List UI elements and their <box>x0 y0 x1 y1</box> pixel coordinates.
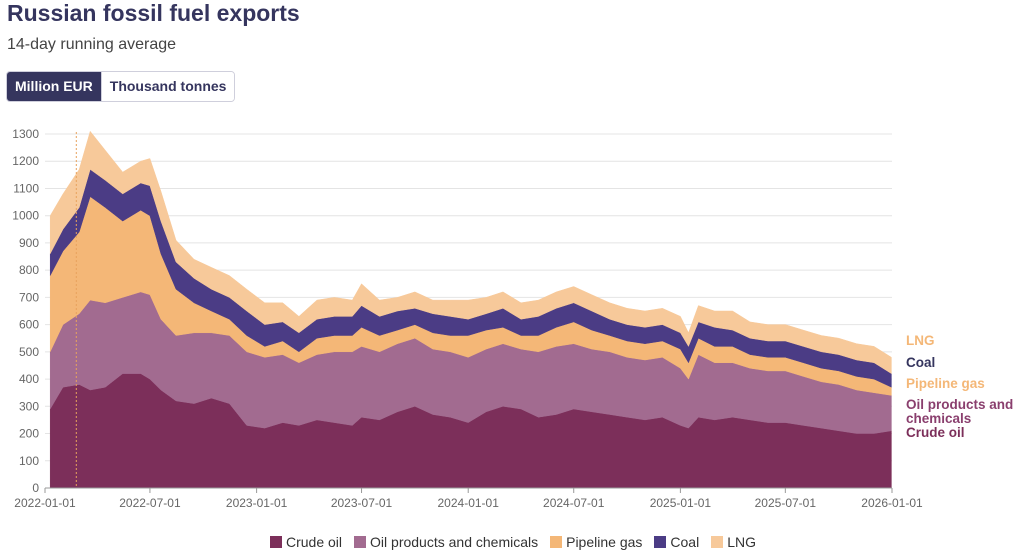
unit-toggle: Million EUR Thousand tonnes <box>6 71 236 102</box>
x-tick-label: 2023-01-01 <box>226 496 288 510</box>
legend-label: LNG <box>727 534 756 550</box>
end-label-lng: LNG <box>906 333 935 348</box>
area-series <box>49 130 892 489</box>
y-tick-label: 700 <box>19 290 39 304</box>
page-subtitle: 14-day running average <box>7 36 177 53</box>
y-tick-label: 0 <box>32 481 39 495</box>
legend-item[interactable]: Crude oil <box>270 534 342 550</box>
million-eur-button[interactable]: Million EUR <box>7 72 101 101</box>
legend-swatch <box>654 536 667 548</box>
legend-swatch <box>270 536 282 548</box>
legend-label: Oil products and chemicals <box>370 534 539 550</box>
y-tick-label: 100 <box>19 454 39 468</box>
legend-swatch <box>354 536 367 548</box>
end-label-crude-oil: Crude oil <box>906 425 965 440</box>
y-tick-label: 400 <box>19 372 39 386</box>
legend-item[interactable]: Pipeline gas <box>550 534 642 550</box>
y-tick-label: 600 <box>19 318 39 332</box>
stacked-area-chart: 0 100 200 300 400 500 600 700 800 900 1000 1100 1200… <box>12 127 1013 510</box>
y-tick-label: 1300 <box>12 127 39 141</box>
x-tick-label: 2022-01-01 <box>14 496 76 510</box>
axes: 0 100 200 300 400 500 600 700 800 900 1000 1100 1200… <box>12 127 923 510</box>
chart-legend: Crude oil Oil products and chemicals Pipel… <box>0 534 1026 550</box>
end-label-coal: Coal <box>906 355 935 370</box>
legend-label: Coal <box>670 534 700 550</box>
y-tick-label: 900 <box>19 236 39 250</box>
x-tick-label: 2025-01-01 <box>650 496 712 510</box>
end-label-oil-products-and-chemicals: Oil products and chemicals <box>906 397 1013 426</box>
x-tick-label: 2024-01-01 <box>438 496 500 510</box>
end-label-pipeline-gas: Pipeline gas <box>906 376 985 391</box>
y-tick-label: 1000 <box>12 209 39 223</box>
y-tick-label: 500 <box>19 345 39 359</box>
y-tick-label: 1200 <box>12 154 39 168</box>
legend-item[interactable]: Oil products and chemicals <box>354 534 538 550</box>
page-title: Russian fossil fuel exports <box>7 0 300 26</box>
legend-label: Pipeline gas <box>566 534 643 550</box>
legend-label: Crude oil <box>286 534 343 550</box>
x-tick-label: 2025-07-01 <box>755 496 817 510</box>
legend-item[interactable]: Coal <box>654 534 699 550</box>
x-tick-label: 2022-07-01 <box>119 496 181 510</box>
legend-swatch <box>550 536 563 548</box>
x-tick-label: 2024-07-01 <box>543 496 605 510</box>
series-end-labels: LNG Coal Pipeline gas Oil products and chemi… <box>906 333 1013 440</box>
area-lng <box>49 130 892 375</box>
y-tick-label: 800 <box>19 263 39 277</box>
legend-item[interactable]: LNG <box>711 534 756 550</box>
y-tick-label: 200 <box>19 427 39 441</box>
x-tick-label: 2023-07-01 <box>331 496 393 510</box>
y-tick-label: 300 <box>19 399 39 413</box>
legend-swatch <box>711 536 724 548</box>
x-tick-label: 2026-01-01 <box>861 496 923 510</box>
y-tick-label: 1100 <box>13 181 39 195</box>
thousand-tonnes-button[interactable]: Thousand tonnes <box>100 72 235 101</box>
